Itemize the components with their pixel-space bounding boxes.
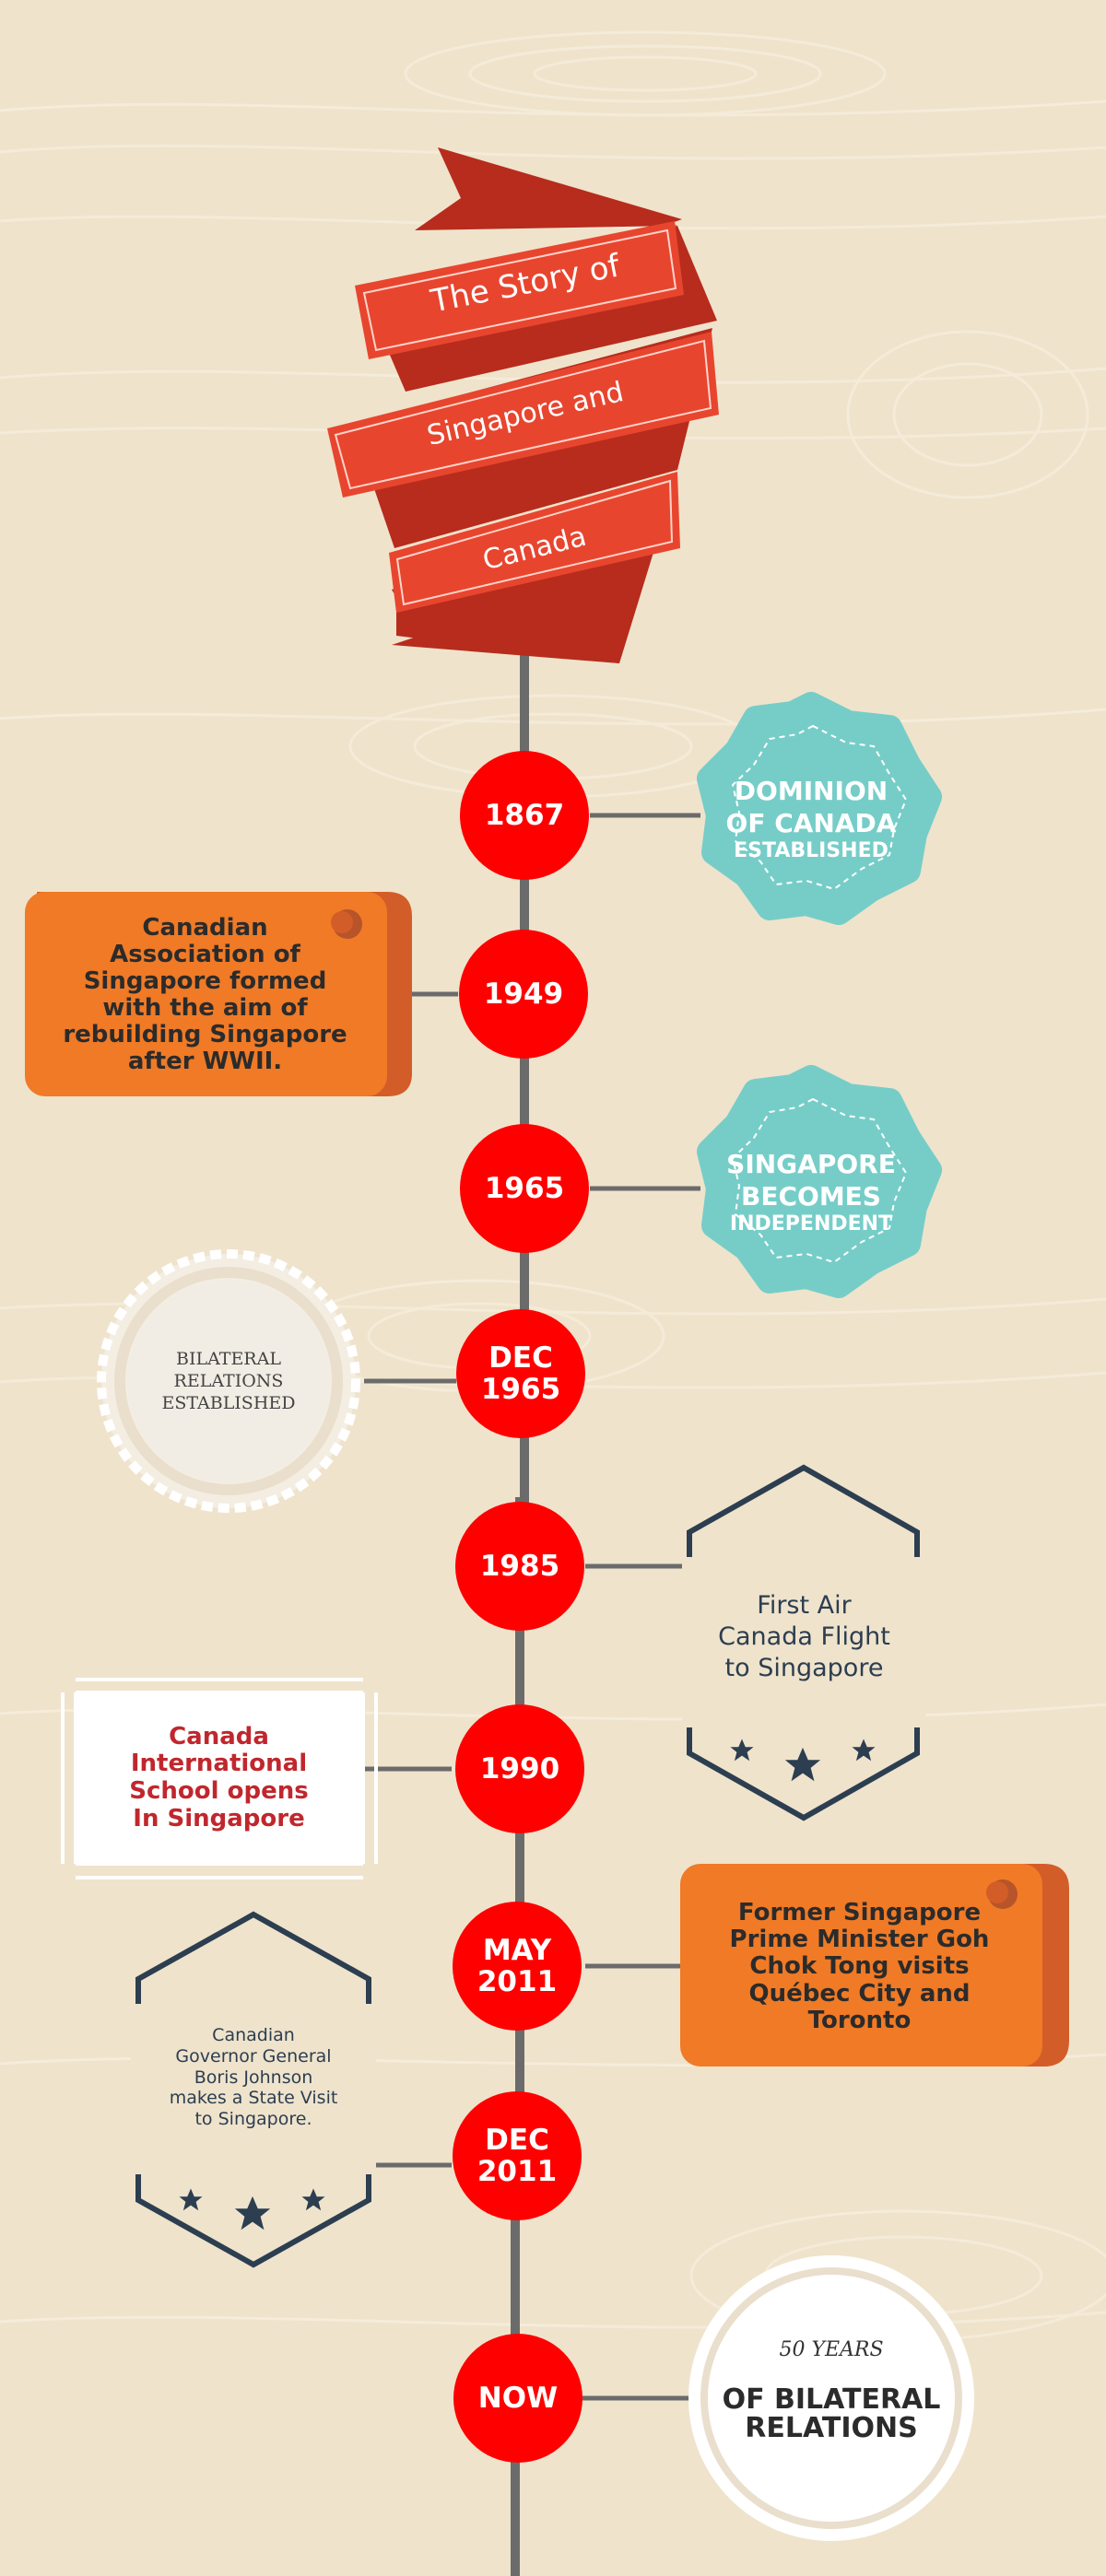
card-1949-text: Canadian Association of Singapore formed… bbox=[63, 913, 347, 1076]
badge-1965-sub: INDEPENDENT bbox=[729, 1212, 893, 1235]
card-may-2011-text: Former Singapore Prime Minister Goh Chok… bbox=[729, 1899, 990, 2034]
star-icon bbox=[782, 1744, 824, 1786]
now-badge-main: OF BILATERAL RELATIONS bbox=[722, 2383, 941, 2444]
badge-1867-sub: ESTABLISHED bbox=[734, 838, 888, 862]
hexagon-2011 bbox=[135, 1911, 371, 2268]
date-circle-1949: 1949 bbox=[459, 930, 588, 1059]
seal-dec-1965-text: BILATERAL RELATIONS ESTABLISHED bbox=[161, 1349, 296, 1413]
card-1990-text: Canada International School opens In Sin… bbox=[129, 1722, 309, 1832]
date-circle-dec-2011: DEC 2011 bbox=[453, 2091, 582, 2220]
date-circle-now: NOW bbox=[453, 2334, 582, 2463]
date-circle-may-2011: MAY 2011 bbox=[453, 1902, 582, 2031]
date-circle-1965: 1965 bbox=[460, 1124, 589, 1253]
date-circle-1985: 1985 bbox=[455, 1502, 584, 1631]
teal-badges bbox=[697, 692, 942, 1298]
badge-1965: SINGAPORE BECOMES INDEPENDENT bbox=[719, 1138, 903, 1248]
school-card bbox=[59, 1676, 380, 1880]
badge-1965-main: SINGAPORE BECOMES bbox=[726, 1149, 896, 1212]
orange-card-1949 bbox=[25, 892, 412, 1096]
connectors bbox=[364, 813, 700, 2401]
orange-card-2011 bbox=[680, 1864, 1069, 2067]
star-icon bbox=[231, 2193, 274, 2235]
now-badge-top: 50 YEARS bbox=[779, 2338, 884, 2361]
hexagon-1985-text: First Air Canada Flight to Singapore bbox=[718, 1590, 890, 1682]
badge-1867-main: DOMINION OF CANADA bbox=[725, 776, 897, 838]
star-icon bbox=[728, 1737, 756, 1764]
badge-1867: DOMINION OF CANADA ESTABLISHED bbox=[719, 765, 903, 875]
hexagon-dec-2011-text: Canadian Governor General Boris Johnson … bbox=[169, 2025, 338, 2130]
date-circle-dec-1965: DEC 1965 bbox=[456, 1309, 585, 1438]
hexagon-1985 bbox=[687, 1464, 920, 1821]
hexagon-1985-band bbox=[682, 1557, 925, 1727]
date-circle-1867: 1867 bbox=[460, 751, 589, 880]
star-icon bbox=[177, 2186, 205, 2214]
star-icon bbox=[850, 1737, 877, 1764]
date-circle-1990: 1990 bbox=[455, 1704, 584, 1833]
hexagon-2011-band bbox=[131, 2004, 376, 2174]
bilateral-seal bbox=[97, 1249, 360, 1513]
title-ribbon bbox=[327, 147, 719, 663]
now-badge bbox=[688, 2255, 974, 2541]
star-icon bbox=[300, 2186, 327, 2214]
teal-badge-dash bbox=[731, 724, 908, 1264]
